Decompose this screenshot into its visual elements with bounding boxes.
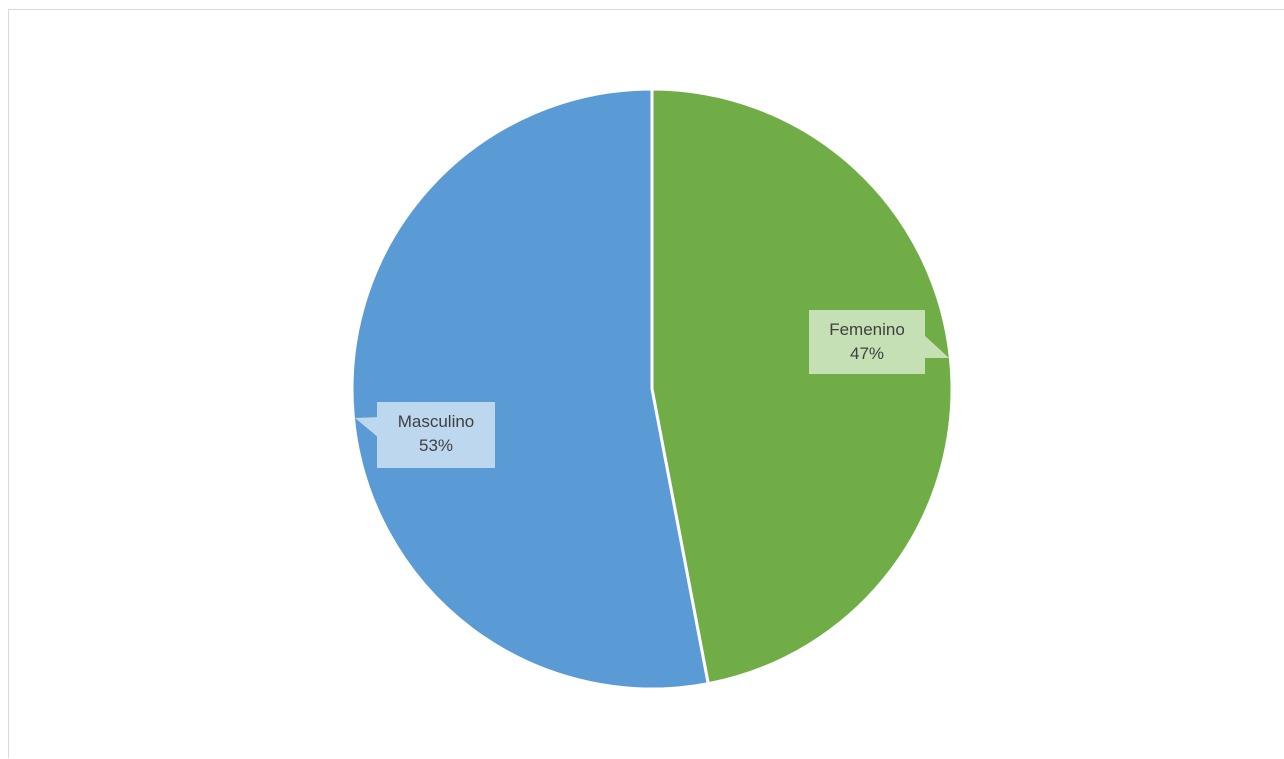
callout-pointer-masculino <box>355 417 379 438</box>
pie-slice-masculino <box>350 87 710 691</box>
slice-label-masculino: Masculino <box>397 412 475 431</box>
data-label-femenino: Femenino 47% <box>809 310 925 374</box>
chart-area: Femenino 47% Masculino 53% <box>8 9 1284 758</box>
slice-value-masculino: 53% <box>418 436 454 455</box>
data-label-masculino: Masculino 53% <box>377 402 495 468</box>
callout-pointer-femenino <box>924 335 949 358</box>
slice-label-femenino: Femenino <box>829 320 905 339</box>
pie-slice-femenino <box>650 87 954 686</box>
pie-chart <box>350 87 954 691</box>
slice-value-femenino: 47% <box>849 344 885 363</box>
